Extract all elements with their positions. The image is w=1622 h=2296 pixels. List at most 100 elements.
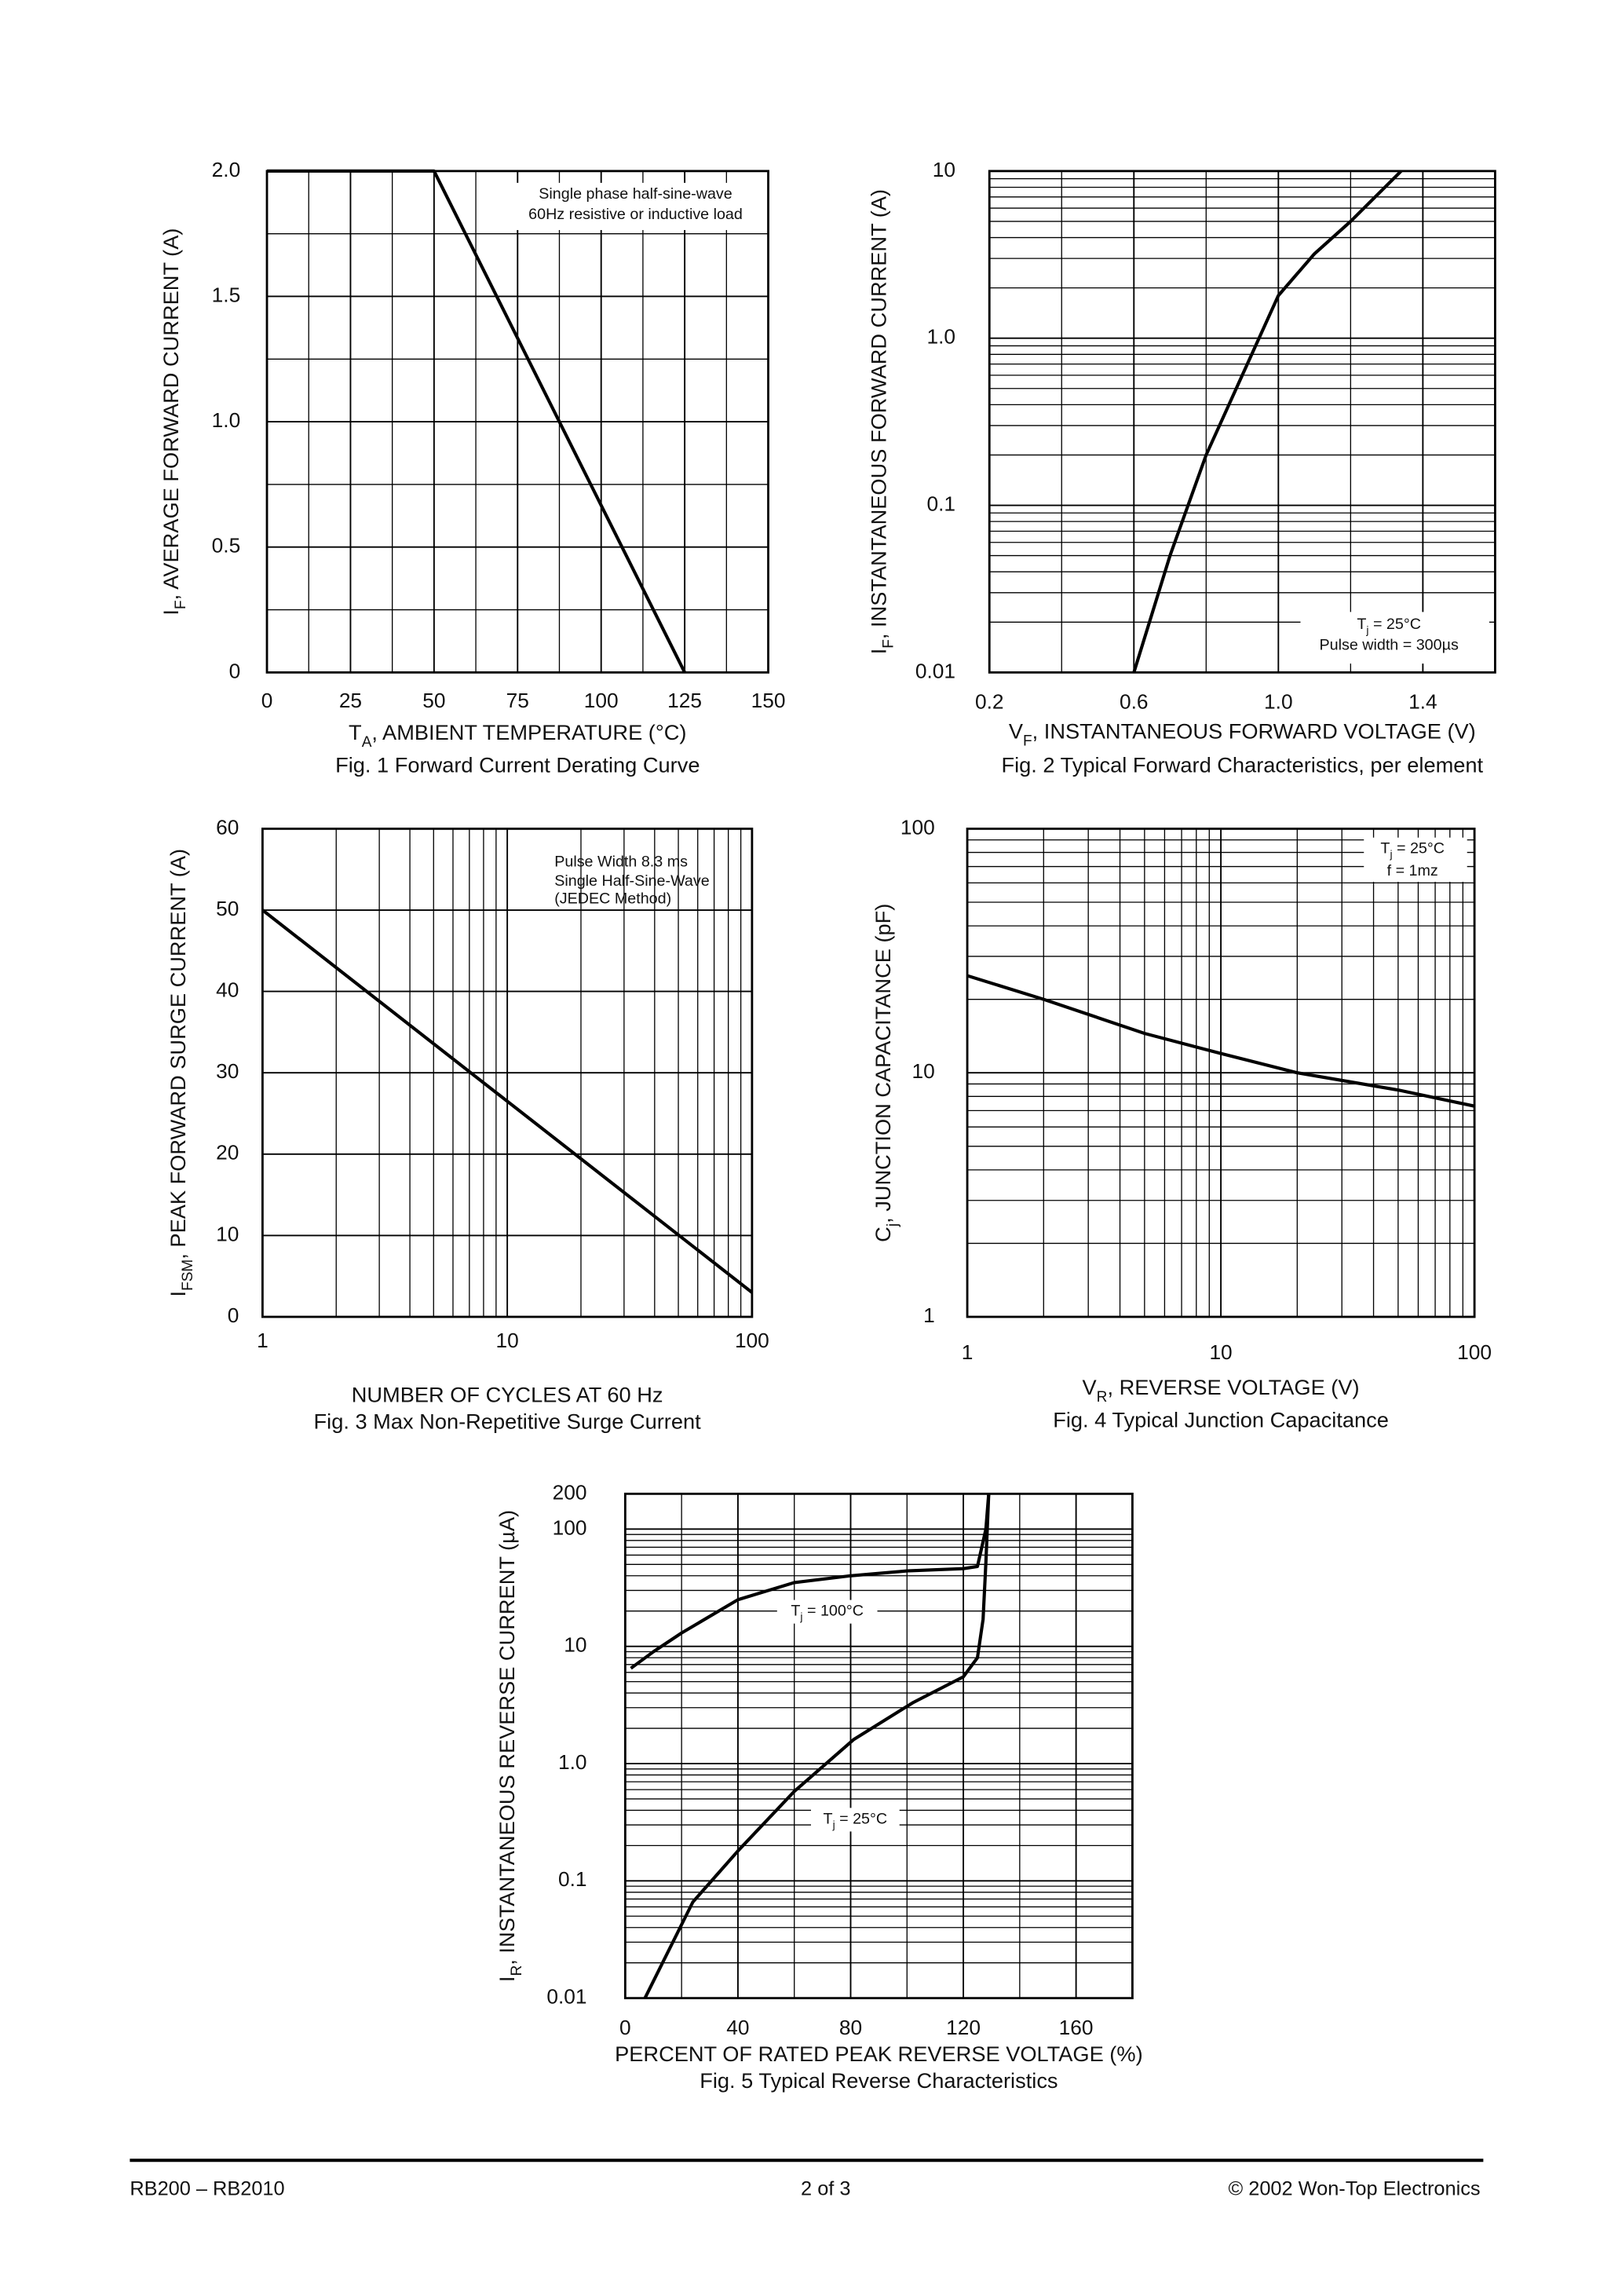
annotation: Pulse Width 8.3 ms	[554, 854, 688, 871]
y-axis-label: IF, INSTANTANEOUS FORWARD CURRENT (A)	[866, 189, 896, 654]
x-tick-label: 40	[726, 2016, 749, 2039]
y-tick-label: 20	[216, 1141, 239, 1164]
y-axis-label: IF, AVERAGE FORWARD CURRENT (A)	[159, 229, 188, 616]
x-tick-label: 150	[751, 689, 786, 712]
annotation: Tj = 25°C	[1357, 616, 1421, 636]
annotation-part: Single phase half-sine-wave	[539, 185, 732, 203]
x-tick-label: 10	[496, 1329, 519, 1352]
x-tick-label: 1	[962, 1340, 974, 1364]
annotation: 60Hz resistive or inductive load	[528, 206, 743, 223]
x-axis-label-subscript: A	[362, 734, 372, 751]
y-tick-label: 1.5	[212, 283, 241, 306]
annotation-part: = 100°C	[803, 1603, 864, 1620]
annotation-part: = 25°C	[1368, 616, 1420, 633]
footer-center: 2 of 3	[801, 2177, 850, 2199]
y-axis-label-subscript: FSM	[180, 1260, 196, 1291]
y-tick-label: 10	[933, 158, 955, 181]
annotation-part: T	[1380, 840, 1390, 857]
x-axis-label-subscript: F	[1023, 733, 1032, 749]
annotation-box	[1300, 612, 1489, 664]
y-tick-label: 1	[923, 1303, 935, 1327]
annotation: (JEDEC Method)	[554, 890, 671, 908]
annotation: Single Half-Sine-Wave	[554, 872, 710, 890]
footer-right: © 2002 Won-Top Electronics	[1229, 2177, 1481, 2199]
x-tick-label: 0.2	[975, 690, 1004, 714]
x-tick-label: 10	[1209, 1340, 1232, 1364]
x-axis-label: VF, INSTANTANEOUS FORWARD VOLTAGE (V)	[1009, 719, 1476, 749]
x-axis-label-part: PERCENT OF RATED PEAK REVERSE VOLTAGE (%…	[615, 2042, 1143, 2066]
plot-frame	[261, 828, 754, 1318]
y-tick-label: 60	[216, 815, 239, 839]
x-tick-label: 1.0	[1264, 690, 1293, 714]
x-tick-label: 1	[257, 1329, 269, 1352]
y-tick-label: 0.1	[558, 1867, 587, 1891]
x-axis-label: PERCENT OF RATED PEAK REVERSE VOLTAGE (%…	[615, 2042, 1143, 2066]
curve	[643, 1493, 991, 1999]
x-tick-label: 80	[839, 2016, 862, 2039]
y-tick-label: 0.01	[915, 659, 955, 682]
annotation: f = 1mz	[1387, 862, 1438, 879]
plot-frame	[966, 828, 1476, 1318]
x-axis-label-part: T	[349, 720, 362, 744]
x-axis-label-part: V	[1009, 719, 1024, 744]
x-tick-label: 100	[735, 1329, 769, 1352]
curve	[1132, 170, 1403, 673]
y-axis-label: Cj, JUNCTION CAPACITANCE (pF)	[871, 904, 901, 1242]
y-tick-label: 0	[228, 1303, 239, 1327]
y-tick-label: 1.0	[212, 408, 241, 432]
y-axis-label: IR, INSTANTANEOUS REVERSE CURRENT (µA)	[495, 1510, 524, 1982]
annotation-subscript: j	[832, 1819, 835, 1831]
plot-frame	[265, 170, 769, 674]
y-axis-label-subscript: F	[880, 639, 897, 649]
annotation-subscript: j	[1389, 849, 1392, 861]
y-axis-label-part: , PEAK FORWARD SURGE CURRENT (A)	[166, 849, 190, 1260]
y-tick-label: 100	[553, 1515, 587, 1539]
chart-title: Fig. 3 Max Non-Repetitive Surge Current	[314, 1409, 702, 1433]
annotation: Single phase half-sine-wave	[539, 185, 732, 203]
y-axis-label-subscript: F	[172, 600, 188, 609]
annotation-part: T	[1357, 616, 1366, 633]
chart-title: Fig. 2 Typical Forward Characteristics, …	[1001, 753, 1483, 777]
annotation: Pulse width = 300µs	[1320, 637, 1459, 654]
x-axis-label-subscript: R	[1097, 1389, 1108, 1406]
annotation: Tj = 25°C	[824, 1811, 888, 1831]
annotation-part: T	[791, 1603, 800, 1620]
x-tick-label: 120	[946, 2016, 981, 2039]
y-tick-label: 30	[216, 1059, 239, 1083]
chart-title: Fig. 4 Typical Junction Capacitance	[1053, 1408, 1389, 1432]
x-axis-label-part: , INSTANTANEOUS FORWARD VOLTAGE (V)	[1032, 719, 1476, 744]
x-tick-label: 0	[619, 2016, 631, 2039]
y-tick-label: 100	[901, 815, 935, 839]
plot-frame	[988, 170, 1496, 674]
x-axis-label-part: , AMBIENT TEMPERATURE (°C)	[371, 720, 686, 744]
annotation-subscript: j	[799, 1611, 802, 1623]
y-tick-label: 1.0	[926, 325, 955, 349]
y-tick-label: 2.0	[212, 158, 241, 181]
plot-frame	[623, 1492, 1134, 2000]
y-axis-label-part: , JUNCTION CAPACITANCE (pF)	[871, 904, 895, 1223]
y-tick-label: 10	[216, 1222, 239, 1245]
y-axis-label-part: I	[866, 649, 890, 655]
x-tick-label: 160	[1059, 2016, 1094, 2039]
y-tick-label: 200	[553, 1480, 587, 1504]
x-axis-label: TA, AMBIENT TEMPERATURE (°C)	[349, 720, 686, 750]
x-axis-label-part: NUMBER OF CYCLES AT 60 Hz	[352, 1383, 663, 1407]
curve	[267, 169, 686, 674]
y-tick-label: 40	[216, 978, 239, 1002]
annotation-part: Pulse width = 300µs	[1320, 637, 1459, 654]
chart-title: Fig. 1 Forward Current Derating Curve	[335, 753, 700, 777]
annotation-box	[811, 1808, 900, 1832]
x-tick-label: 0	[261, 689, 273, 712]
annotation-part: Single Half-Sine-Wave	[554, 872, 710, 890]
curve	[261, 909, 754, 1294]
y-axis-label-part: , AVERAGE FORWARD CURRENT (A)	[159, 229, 183, 601]
annotation-part: 60Hz resistive or inductive load	[528, 206, 743, 223]
annotation-box	[776, 1600, 878, 1624]
x-axis-label-part: , REVERSE VOLTAGE (V)	[1107, 1375, 1359, 1399]
x-tick-label: 100	[584, 689, 619, 712]
chart-title: Fig. 5 Typical Reverse Characteristics	[700, 2068, 1058, 2093]
y-tick-label: 1.0	[558, 1750, 587, 1774]
annotation-part: f = 1mz	[1387, 862, 1438, 879]
y-axis-label-subscript: j	[884, 1223, 901, 1227]
